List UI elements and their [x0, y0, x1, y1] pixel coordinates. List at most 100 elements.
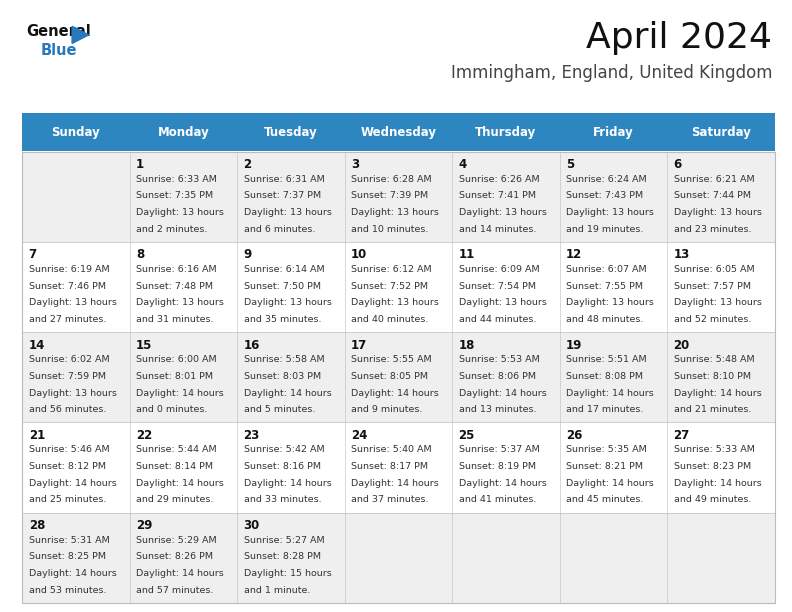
Text: Sunrise: 6:33 AM: Sunrise: 6:33 AM [136, 175, 217, 184]
Text: and 19 minutes.: and 19 minutes. [566, 225, 643, 234]
Text: and 13 minutes.: and 13 minutes. [459, 405, 536, 414]
Text: Sunset: 8:19 PM: Sunset: 8:19 PM [459, 462, 535, 471]
Text: Sunrise: 6:07 AM: Sunrise: 6:07 AM [566, 265, 647, 274]
Text: Sunrise: 6:21 AM: Sunrise: 6:21 AM [673, 175, 754, 184]
Text: Daylight: 14 hours: Daylight: 14 hours [29, 569, 116, 578]
Text: Daylight: 13 hours: Daylight: 13 hours [566, 299, 654, 307]
Text: 11: 11 [459, 248, 475, 261]
Text: 4: 4 [459, 158, 466, 171]
Text: Sunset: 7:50 PM: Sunset: 7:50 PM [244, 282, 321, 291]
Text: Sunrise: 5:35 AM: Sunrise: 5:35 AM [566, 446, 647, 454]
Text: 8: 8 [136, 248, 144, 261]
Text: and 57 minutes.: and 57 minutes. [136, 586, 214, 595]
Text: Sunrise: 5:58 AM: Sunrise: 5:58 AM [244, 355, 324, 364]
Text: 30: 30 [244, 519, 260, 532]
Text: General: General [26, 24, 91, 40]
Text: and 17 minutes.: and 17 minutes. [566, 405, 643, 414]
Text: and 49 minutes.: and 49 minutes. [673, 496, 751, 504]
Text: 20: 20 [673, 338, 690, 351]
Text: Daylight: 13 hours: Daylight: 13 hours [244, 299, 332, 307]
Text: 12: 12 [566, 248, 582, 261]
Text: Sunset: 8:23 PM: Sunset: 8:23 PM [673, 462, 751, 471]
Text: 28: 28 [29, 519, 45, 532]
Text: Daylight: 14 hours: Daylight: 14 hours [136, 569, 224, 578]
Text: Sunset: 7:59 PM: Sunset: 7:59 PM [29, 372, 105, 381]
Text: and 35 minutes.: and 35 minutes. [244, 315, 321, 324]
Text: and 9 minutes.: and 9 minutes. [351, 405, 422, 414]
Text: Sunset: 8:25 PM: Sunset: 8:25 PM [29, 552, 105, 561]
Text: and 25 minutes.: and 25 minutes. [29, 496, 106, 504]
Text: Sunset: 8:01 PM: Sunset: 8:01 PM [136, 372, 213, 381]
Text: Sunset: 7:57 PM: Sunset: 7:57 PM [673, 282, 751, 291]
Text: Daylight: 13 hours: Daylight: 13 hours [351, 208, 439, 217]
Text: Daylight: 14 hours: Daylight: 14 hours [566, 389, 654, 398]
Text: Daylight: 14 hours: Daylight: 14 hours [29, 479, 116, 488]
Text: Sunrise: 6:12 AM: Sunrise: 6:12 AM [351, 265, 432, 274]
Text: Daylight: 13 hours: Daylight: 13 hours [136, 299, 224, 307]
Text: and 27 minutes.: and 27 minutes. [29, 315, 106, 324]
Text: 5: 5 [566, 158, 574, 171]
Text: Sunrise: 6:05 AM: Sunrise: 6:05 AM [673, 265, 754, 274]
Text: Sunset: 7:43 PM: Sunset: 7:43 PM [566, 192, 643, 201]
Text: Daylight: 13 hours: Daylight: 13 hours [459, 299, 546, 307]
Bar [22, 422, 775, 513]
Text: Sunset: 7:52 PM: Sunset: 7:52 PM [351, 282, 428, 291]
Text: Sunrise: 6:14 AM: Sunrise: 6:14 AM [244, 265, 324, 274]
Bar [22, 152, 775, 242]
Text: Sunset: 7:46 PM: Sunset: 7:46 PM [29, 282, 105, 291]
Text: Daylight: 14 hours: Daylight: 14 hours [244, 389, 331, 398]
Text: and 41 minutes.: and 41 minutes. [459, 496, 536, 504]
Text: Sunset: 8:08 PM: Sunset: 8:08 PM [566, 372, 643, 381]
Text: Daylight: 13 hours: Daylight: 13 hours [244, 208, 332, 217]
Text: Daylight: 14 hours: Daylight: 14 hours [459, 479, 546, 488]
Text: and 6 minutes.: and 6 minutes. [244, 225, 315, 234]
Bar [22, 513, 775, 603]
Text: and 53 minutes.: and 53 minutes. [29, 586, 106, 595]
Text: Daylight: 13 hours: Daylight: 13 hours [673, 208, 761, 217]
Text: Daylight: 14 hours: Daylight: 14 hours [673, 479, 761, 488]
Text: Sunrise: 6:09 AM: Sunrise: 6:09 AM [459, 265, 539, 274]
Text: 9: 9 [244, 248, 252, 261]
Text: 2: 2 [244, 158, 252, 171]
Text: Daylight: 13 hours: Daylight: 13 hours [566, 208, 654, 217]
Text: Sunset: 7:55 PM: Sunset: 7:55 PM [566, 282, 643, 291]
Text: Sunday: Sunday [51, 126, 101, 139]
Text: and 31 minutes.: and 31 minutes. [136, 315, 214, 324]
Text: and 56 minutes.: and 56 minutes. [29, 405, 106, 414]
Text: Daylight: 13 hours: Daylight: 13 hours [29, 389, 116, 398]
Text: Sunrise: 5:44 AM: Sunrise: 5:44 AM [136, 446, 217, 454]
Text: Sunset: 8:05 PM: Sunset: 8:05 PM [351, 372, 428, 381]
Text: 21: 21 [29, 429, 45, 442]
Text: Daylight: 14 hours: Daylight: 14 hours [566, 479, 654, 488]
Text: Daylight: 14 hours: Daylight: 14 hours [244, 479, 331, 488]
Text: and 23 minutes.: and 23 minutes. [673, 225, 751, 234]
Text: Sunrise: 6:31 AM: Sunrise: 6:31 AM [244, 175, 325, 184]
Text: and 48 minutes.: and 48 minutes. [566, 315, 643, 324]
Text: Blue: Blue [40, 43, 77, 58]
Text: 15: 15 [136, 338, 153, 351]
Text: and 14 minutes.: and 14 minutes. [459, 225, 536, 234]
Text: and 1 minute.: and 1 minute. [244, 586, 310, 595]
Text: 14: 14 [29, 338, 45, 351]
Text: Sunset: 8:17 PM: Sunset: 8:17 PM [351, 462, 428, 471]
Text: Friday: Friday [593, 126, 634, 139]
Text: Sunset: 7:48 PM: Sunset: 7:48 PM [136, 282, 213, 291]
Text: Sunrise: 5:48 AM: Sunrise: 5:48 AM [673, 355, 754, 364]
Text: 25: 25 [459, 429, 475, 442]
Text: Sunrise: 6:24 AM: Sunrise: 6:24 AM [566, 175, 647, 184]
Text: Sunrise: 6:00 AM: Sunrise: 6:00 AM [136, 355, 217, 364]
Text: Sunset: 7:35 PM: Sunset: 7:35 PM [136, 192, 213, 201]
Text: and 5 minutes.: and 5 minutes. [244, 405, 315, 414]
Text: Sunrise: 5:53 AM: Sunrise: 5:53 AM [459, 355, 539, 364]
Text: Sunset: 8:06 PM: Sunset: 8:06 PM [459, 372, 535, 381]
Bar [22, 332, 775, 422]
Text: 19: 19 [566, 338, 582, 351]
Polygon shape [72, 26, 89, 43]
Text: and 10 minutes.: and 10 minutes. [351, 225, 428, 234]
Text: Sunrise: 5:37 AM: Sunrise: 5:37 AM [459, 446, 539, 454]
Text: Sunrise: 6:28 AM: Sunrise: 6:28 AM [351, 175, 432, 184]
Text: Sunrise: 5:31 AM: Sunrise: 5:31 AM [29, 536, 109, 545]
Text: Sunset: 8:26 PM: Sunset: 8:26 PM [136, 552, 213, 561]
Text: Sunrise: 6:26 AM: Sunrise: 6:26 AM [459, 175, 539, 184]
Text: Sunrise: 6:16 AM: Sunrise: 6:16 AM [136, 265, 217, 274]
